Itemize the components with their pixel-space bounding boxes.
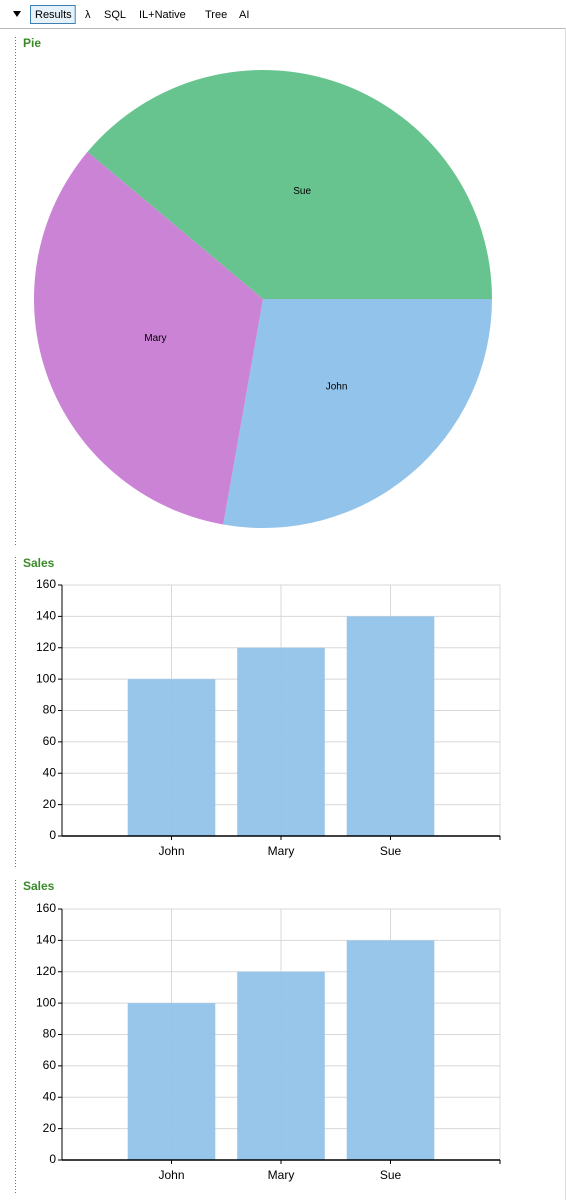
y-tick-label: 0 — [49, 1152, 56, 1166]
x-tick-label: Mary — [268, 844, 295, 858]
bar — [127, 1003, 216, 1160]
y-tick-label: 40 — [43, 1089, 57, 1103]
pie-slice — [33, 151, 264, 525]
chart-title: Sales — [23, 556, 55, 570]
y-tick-label: 80 — [43, 1027, 57, 1041]
bar — [346, 616, 435, 836]
slice-label: Sue — [293, 186, 311, 197]
bar — [127, 679, 216, 836]
y-tick-label: 60 — [43, 1058, 57, 1072]
pie-slice — [223, 299, 493, 529]
tab[interactable]: SQL — [104, 9, 126, 21]
slice-label: Mary — [144, 333, 166, 344]
y-tick-label: 140 — [36, 933, 56, 947]
collapse-toggle[interactable] — [13, 11, 21, 17]
x-tick-label: Mary — [268, 1168, 295, 1182]
y-tick-label: 80 — [43, 703, 57, 717]
x-tick-label: John — [158, 1168, 184, 1182]
pie-slice — [87, 70, 493, 299]
tab[interactable]: AI — [239, 9, 249, 21]
y-tick-label: 120 — [36, 964, 56, 978]
y-tick-label: 60 — [43, 734, 57, 748]
slice-label: John — [326, 381, 348, 392]
x-tick-label: John — [158, 844, 184, 858]
y-tick-label: 100 — [36, 671, 56, 685]
y-tick-label: 20 — [43, 1121, 57, 1135]
x-tick-label: Sue — [380, 1168, 402, 1182]
tab[interactable]: IL+Native — [139, 9, 186, 21]
y-tick-label: 120 — [36, 640, 56, 654]
bar — [237, 971, 325, 1160]
x-tick-label: Sue — [380, 844, 402, 858]
tab[interactable]: λ — [85, 9, 91, 21]
y-tick-label: 160 — [36, 901, 56, 915]
chart-title: Pie — [23, 36, 41, 50]
y-tick-label: 160 — [36, 577, 56, 591]
toolbar — [0, 0, 566, 28]
y-tick-label: 40 — [43, 765, 57, 779]
y-tick-label: 100 — [36, 995, 56, 1009]
tab[interactable]: Tree — [205, 9, 227, 21]
chart-title: Sales — [23, 879, 55, 893]
tab[interactable]: Results — [35, 9, 72, 21]
bar — [237, 647, 325, 836]
y-tick-label: 140 — [36, 609, 56, 623]
y-tick-label: 0 — [49, 828, 56, 842]
tab-selected — [30, 5, 76, 24]
y-tick-label: 20 — [43, 797, 57, 811]
bar — [346, 940, 435, 1160]
